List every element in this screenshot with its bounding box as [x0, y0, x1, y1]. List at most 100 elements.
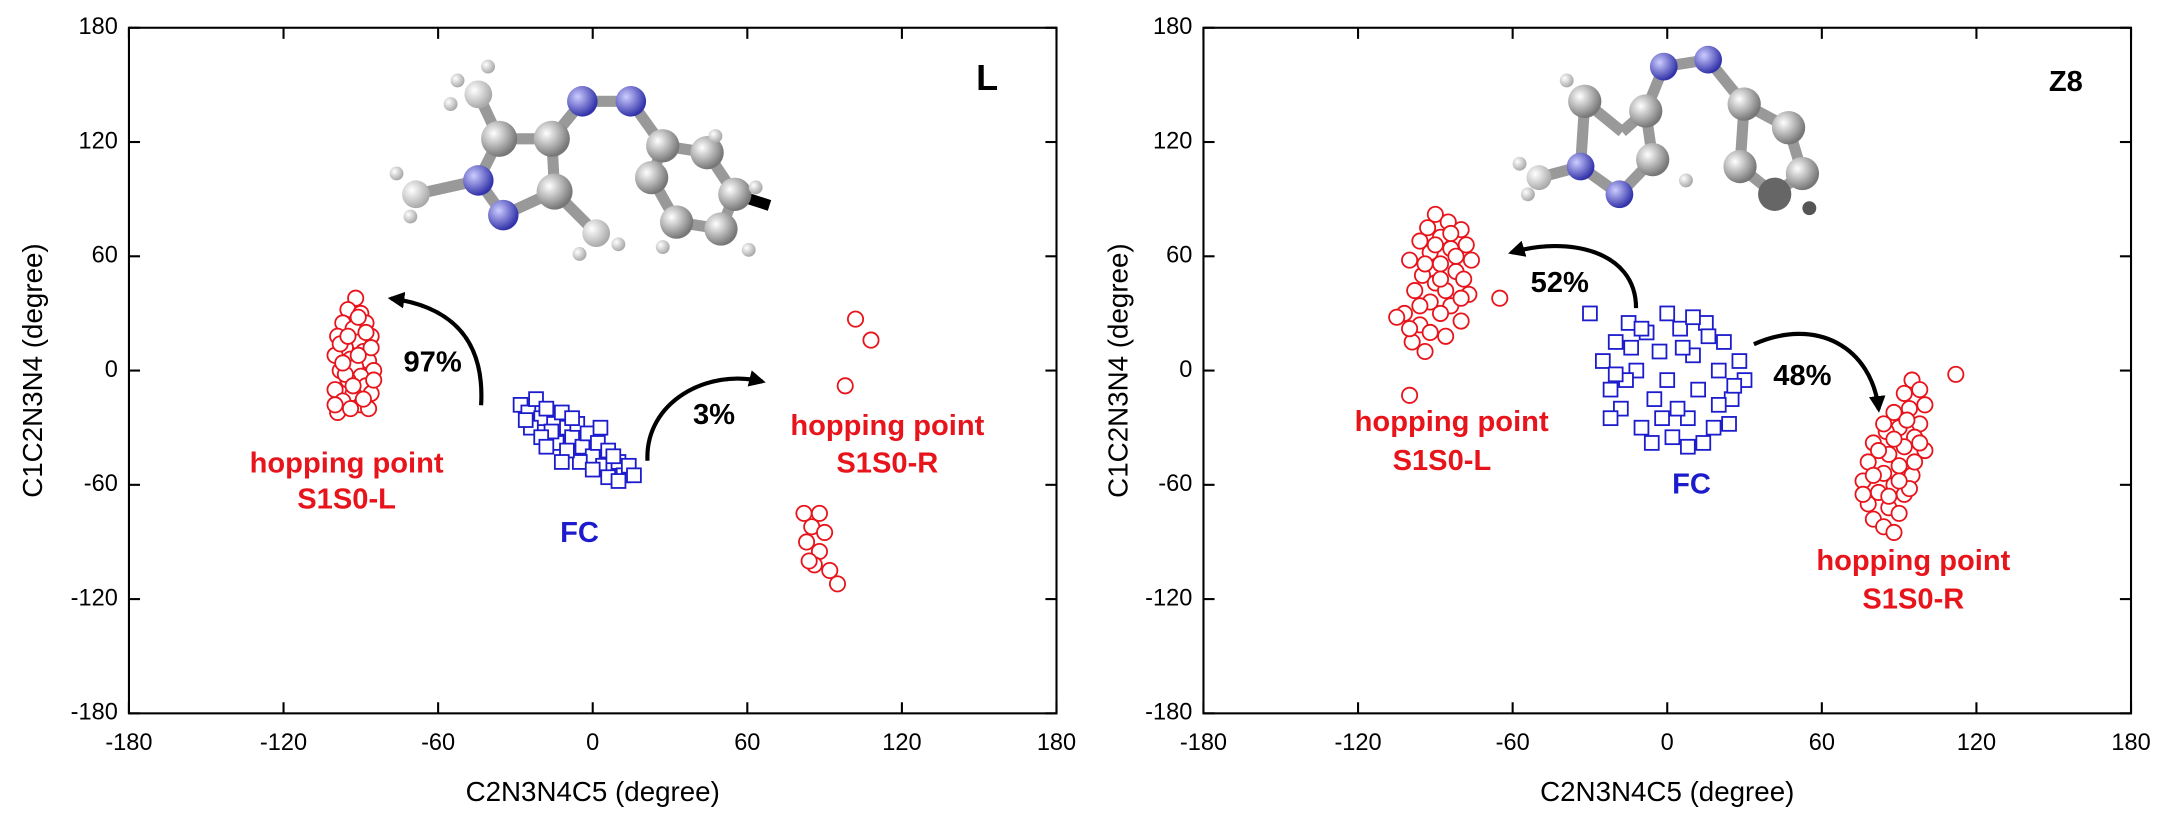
point [564, 410, 580, 427]
point [1401, 386, 1419, 404]
point [605, 448, 622, 465]
point [810, 504, 828, 522]
y-axis-label: C1C2N3N4 (degree) [1103, 243, 1134, 497]
annotation: hopping point [250, 448, 444, 480]
point [1698, 315, 1714, 331]
y-tick-label: -180 [1145, 699, 1192, 725]
point [1947, 365, 1965, 383]
point [1455, 270, 1473, 288]
point [1416, 342, 1434, 361]
point [1646, 391, 1663, 407]
point [1898, 411, 1916, 429]
point [1659, 372, 1676, 388]
y-tick-label: 0 [105, 356, 118, 382]
point [1723, 391, 1740, 407]
y-tick-label: 120 [79, 127, 118, 153]
point [821, 561, 839, 580]
point [362, 339, 380, 357]
point [592, 419, 609, 436]
x-tick-label: -120 [1334, 729, 1381, 755]
point [1885, 403, 1903, 421]
point [1695, 435, 1712, 451]
point [1674, 339, 1691, 356]
point [1633, 320, 1650, 337]
point [1885, 523, 1903, 541]
series-label: S1S0-L [297, 484, 396, 516]
point [1731, 353, 1748, 369]
point [1406, 282, 1424, 300]
x-tick-label: 180 [1037, 729, 1076, 755]
x-tick-label: 0 [1661, 729, 1674, 755]
point [354, 390, 372, 408]
x-tick-label: -180 [105, 729, 152, 755]
point [341, 400, 360, 418]
molecule-l-atoms [389, 59, 763, 261]
point [1880, 487, 1898, 505]
point [1411, 232, 1429, 250]
plot-frame [127, 26, 1058, 715]
series-label: S1S0-R [1862, 584, 1964, 616]
point [1890, 472, 1908, 490]
point [1700, 328, 1717, 345]
point [1895, 384, 1913, 402]
point [1401, 320, 1419, 338]
x-tick-label: -120 [260, 729, 307, 755]
point [1457, 236, 1475, 254]
point [1651, 343, 1668, 360]
point [626, 467, 642, 484]
x-tick-label: 120 [1957, 729, 1996, 755]
x-tick-label: 60 [734, 729, 760, 755]
point [1869, 442, 1888, 460]
point [357, 323, 375, 342]
panel-label: Z8 [2049, 66, 2083, 98]
y-tick-label: -60 [1158, 470, 1192, 496]
point [1411, 297, 1429, 315]
annotation: 52% [1531, 267, 1589, 299]
y-tick-label: -60 [84, 470, 118, 496]
point [1911, 381, 1929, 399]
point [1633, 419, 1650, 436]
point [1875, 415, 1893, 433]
point [517, 412, 534, 428]
point [1419, 219, 1437, 237]
point [344, 377, 362, 395]
y-tick-label: 120 [1153, 127, 1192, 153]
arrow [1508, 240, 1639, 309]
arrow [1753, 331, 1886, 413]
y-tick-label: 60 [1166, 242, 1192, 268]
point [1431, 304, 1450, 322]
y-axis-label: C1C2N3N4 (degree) [17, 243, 48, 497]
series-label: S1S0-L [1393, 445, 1492, 477]
point [828, 575, 847, 593]
annotation: 97% [403, 346, 461, 378]
point [572, 454, 588, 470]
series-label: FC [560, 517, 599, 549]
point [326, 396, 344, 414]
point [1452, 289, 1470, 307]
point [365, 371, 383, 389]
arrow [645, 370, 766, 461]
point [1690, 381, 1706, 398]
x-tick-label: -180 [1180, 729, 1227, 755]
annotation: 48% [1773, 360, 1831, 392]
x-tick-label: -60 [1496, 729, 1530, 755]
point [1721, 416, 1737, 432]
point [1854, 485, 1872, 503]
y-tick-label: 180 [79, 13, 118, 39]
point [1447, 247, 1465, 265]
point [1710, 362, 1727, 379]
point [1623, 339, 1640, 356]
annotation: hopping point [1355, 406, 1549, 438]
point [1672, 320, 1688, 337]
y-tick-label: -120 [1145, 584, 1192, 610]
point [1602, 410, 1619, 427]
point [339, 327, 357, 345]
y-tick-label: -180 [71, 699, 118, 725]
plot-frame [1202, 26, 2133, 715]
point [1864, 466, 1882, 484]
point [1437, 327, 1455, 345]
molecule-z8-atoms [1512, 45, 1820, 216]
x-axis-label: C2N3N4C5 (degree) [466, 776, 720, 807]
